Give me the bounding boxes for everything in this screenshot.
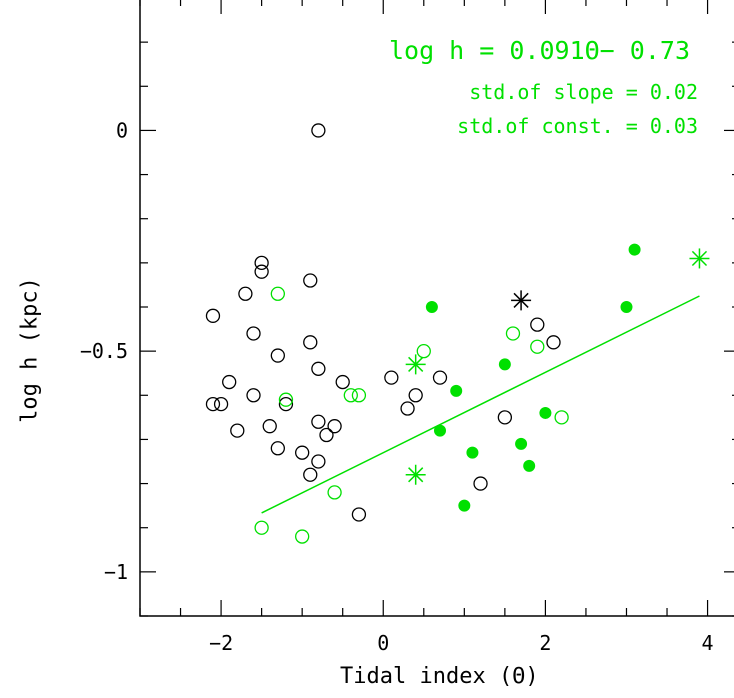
x-tick-label: 2 xyxy=(539,631,551,655)
y-tick-label: −1 xyxy=(104,560,128,584)
asterisk-point xyxy=(405,464,426,485)
open-circle-point xyxy=(303,335,318,350)
open-circle-point xyxy=(246,388,261,403)
open-circle-point xyxy=(303,273,318,288)
open-circle-point xyxy=(254,255,269,271)
x-axis-label: Tidal index (Θ) xyxy=(340,664,539,689)
fit-line-group xyxy=(261,295,700,514)
fit-line xyxy=(261,295,700,514)
open-circle-point xyxy=(546,335,561,350)
fit-equation: log h = 0.091Θ− 0.73 xyxy=(388,36,690,65)
open-circle-point xyxy=(295,445,310,460)
open-circle-point xyxy=(295,529,310,544)
const-std-label: std.of const. = 0.03 xyxy=(457,114,698,138)
slope-std-label: std.of slope = 0.02 xyxy=(469,80,698,104)
open-circle-point xyxy=(254,520,269,535)
open-circle-point xyxy=(400,401,415,416)
open-circle-point xyxy=(319,427,334,443)
open-circle-point xyxy=(530,317,545,332)
open-circle-point xyxy=(335,374,350,390)
open-circle-point xyxy=(222,374,237,390)
open-circle-point xyxy=(213,396,229,412)
open-circle-point xyxy=(408,388,423,403)
open-circle-point xyxy=(205,308,221,323)
filled-circle-point xyxy=(425,301,438,313)
filled-circle-point xyxy=(628,243,641,256)
open-circle-point xyxy=(311,123,326,138)
open-circle-point xyxy=(311,414,326,429)
open-circle-point xyxy=(205,396,221,412)
open-circle-point xyxy=(270,286,285,301)
axis-tick-labels: −2 0 2 4 −1 −0.5 0 xyxy=(80,118,714,655)
filled-circle-point xyxy=(515,437,528,450)
open-circle-point xyxy=(262,419,277,434)
asterisk-stroke xyxy=(691,250,708,267)
open-circle-point xyxy=(384,370,399,385)
open-circle-point xyxy=(530,339,545,354)
data-points xyxy=(205,123,710,544)
y-tick-label: 0 xyxy=(116,118,128,142)
open-circle-point xyxy=(505,326,521,341)
x-tick-label: 4 xyxy=(702,631,714,655)
filled-circle-point xyxy=(620,301,633,313)
filled-circle-point xyxy=(466,446,479,459)
open-circle-point xyxy=(311,361,326,376)
y-tick-label: −0.5 xyxy=(80,339,128,363)
x-tick-label: −2 xyxy=(209,631,233,655)
filled-circle-point xyxy=(450,384,463,397)
open-circle-point xyxy=(238,286,253,301)
open-circle-point xyxy=(230,423,245,438)
open-circle-point xyxy=(327,419,342,434)
open-circle-point xyxy=(246,326,261,341)
open-circle-point xyxy=(473,476,488,491)
open-circle-point xyxy=(416,343,431,359)
asterisk-stroke xyxy=(408,467,424,483)
open-circle-point xyxy=(351,388,367,403)
open-circle-point xyxy=(254,264,269,279)
open-circle-point xyxy=(351,507,367,522)
open-circle-point xyxy=(327,485,342,500)
asterisk-stroke xyxy=(408,356,424,372)
filled-circle-point xyxy=(498,358,511,371)
open-circle-point xyxy=(278,392,294,407)
filled-circle-point xyxy=(523,459,536,472)
asterisk-stroke xyxy=(513,292,529,308)
open-circle-point xyxy=(497,410,513,425)
asterisk-point xyxy=(405,354,426,375)
axis-ticks xyxy=(139,0,734,617)
filled-circle-point xyxy=(434,424,446,437)
open-circle-point xyxy=(270,348,285,363)
open-circle-point xyxy=(278,396,294,412)
x-tick-label: 0 xyxy=(377,631,389,655)
asterisk-point xyxy=(689,248,710,269)
asterisk-point xyxy=(511,290,532,311)
filled-circle-point xyxy=(539,406,552,419)
open-circle-point xyxy=(554,410,569,425)
open-circle-point xyxy=(432,370,448,385)
open-circle-point xyxy=(303,467,318,482)
y-axis-label: log h (kpc) xyxy=(17,277,43,423)
open-circle-point xyxy=(270,441,285,456)
open-circle-point xyxy=(343,388,358,403)
open-circle-point xyxy=(311,454,326,469)
filled-circle-point xyxy=(458,499,471,512)
